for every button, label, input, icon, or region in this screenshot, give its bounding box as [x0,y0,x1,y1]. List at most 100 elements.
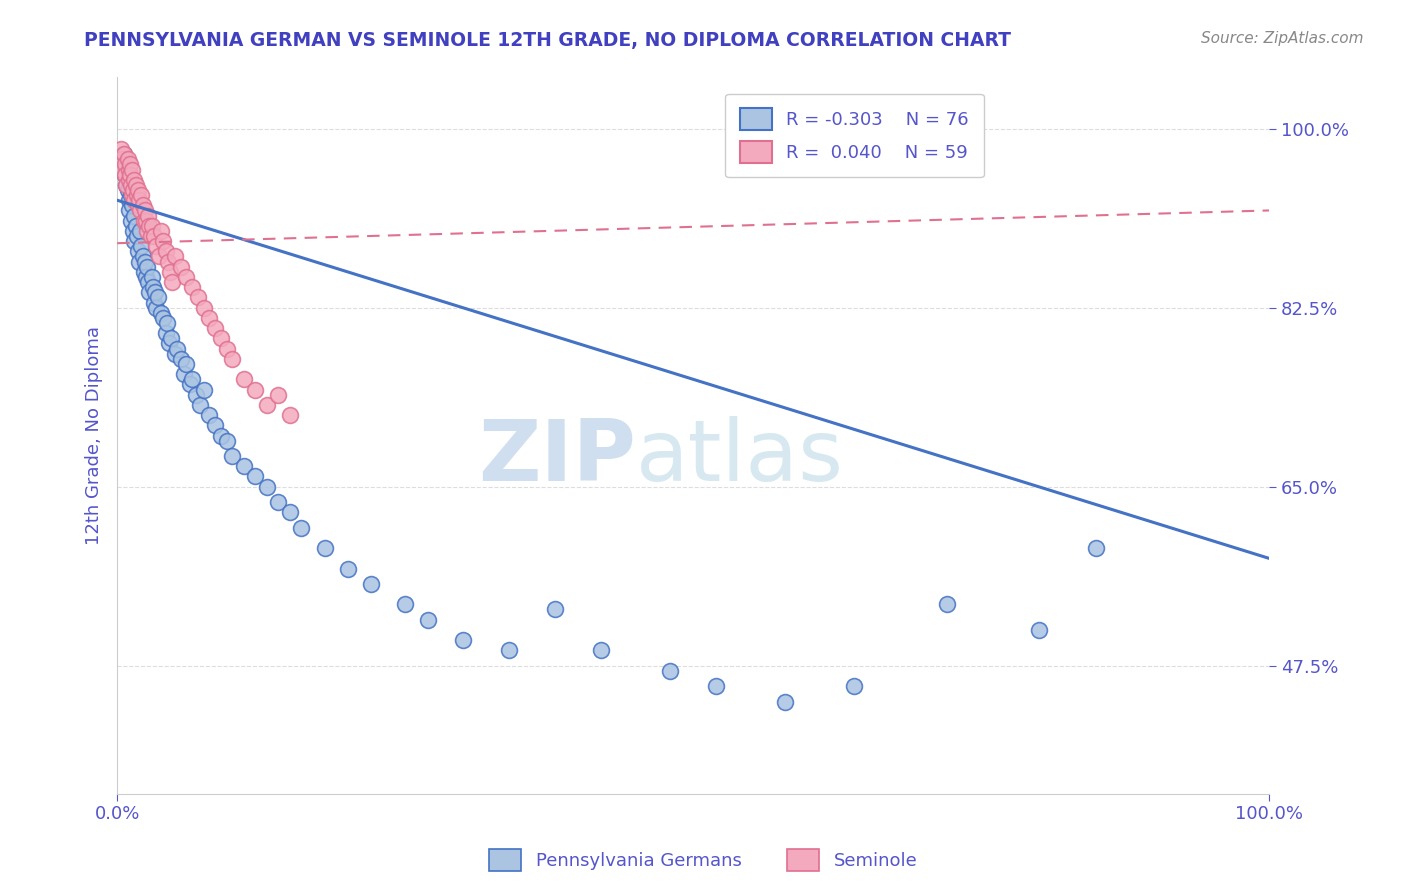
Point [267,495,290,509]
Point [110,142,132,156]
Point [124,193,146,207]
Point [169,351,191,366]
Point [127,183,149,197]
Point [131,239,153,253]
Point [179,377,201,392]
Point [135,269,157,284]
Point [117,183,139,197]
Point [136,224,159,238]
Point [124,178,146,192]
Point [128,193,150,207]
Point [187,290,209,304]
Point [181,372,204,386]
Point [141,219,163,233]
Point [121,198,143,212]
Point [115,178,138,192]
Point [111,162,134,177]
Point [360,577,382,591]
Point [131,250,153,264]
Point [124,209,146,223]
Point [278,505,301,519]
Point [162,275,184,289]
Point [498,643,520,657]
Point [1085,541,1108,555]
Point [132,213,155,227]
Point [114,168,136,182]
Point [131,198,153,212]
Point [163,347,186,361]
Point [129,203,152,218]
Point [418,613,440,627]
Point [120,178,142,192]
Point [114,168,136,182]
Point [176,269,198,284]
Point [221,351,243,366]
Text: PENNSYLVANIA GERMAN VS SEMINOLE 12TH GRADE, NO DIPLOMA CORRELATION CHART: PENNSYLVANIA GERMAN VS SEMINOLE 12TH GRA… [84,31,1011,50]
Point [245,469,267,483]
Point [118,162,141,177]
Point [314,541,336,555]
Point [118,173,141,187]
Point [256,398,278,412]
Point [245,383,267,397]
Point [290,521,312,535]
Point [204,418,226,433]
Point [166,342,188,356]
Y-axis label: 12th Grade, No Diploma: 12th Grade, No Diploma [86,326,103,545]
Point [267,387,290,401]
Point [112,147,135,161]
Point [124,234,146,248]
Point [659,664,682,678]
Point [159,265,181,279]
Point [148,250,170,264]
Point [156,316,179,330]
Point [120,188,142,202]
Point [138,219,160,233]
Point [844,679,866,693]
Point [111,162,134,177]
Point [188,398,211,412]
Point [127,198,149,212]
Point [155,244,177,259]
Point [169,260,191,274]
Point [127,244,149,259]
Point [134,203,156,218]
Point [114,157,136,171]
Point [146,290,169,304]
Point [704,679,727,693]
Point [139,229,162,244]
Point [118,203,141,218]
Point [589,643,612,657]
Text: Source: ZipAtlas.com: Source: ZipAtlas.com [1201,31,1364,46]
Point [149,224,172,238]
Point [138,285,160,300]
Point [149,306,172,320]
Point [121,188,143,202]
Point [773,695,796,709]
Point [145,239,167,253]
Point [198,310,221,325]
Legend: R = -0.303    N = 76, R =  0.040    N = 59: R = -0.303 N = 76, R = 0.040 N = 59 [725,94,984,178]
Point [155,326,177,341]
Point [1028,623,1050,637]
Point [128,254,150,268]
Point [184,387,207,401]
Point [156,254,179,268]
Point [451,633,474,648]
Text: atlas: atlas [636,416,844,499]
Point [935,598,957,612]
Point [118,193,141,207]
Point [111,153,134,167]
Point [136,209,159,223]
Legend: Pennsylvania Germans, Seminole: Pennsylvania Germans, Seminole [481,842,925,879]
Point [173,367,195,381]
Point [232,372,254,386]
Point [118,173,141,187]
Point [143,229,166,244]
Point [122,183,145,197]
Point [394,598,416,612]
Point [198,408,221,422]
Point [125,229,148,244]
Point [135,213,157,227]
Point [145,301,167,315]
